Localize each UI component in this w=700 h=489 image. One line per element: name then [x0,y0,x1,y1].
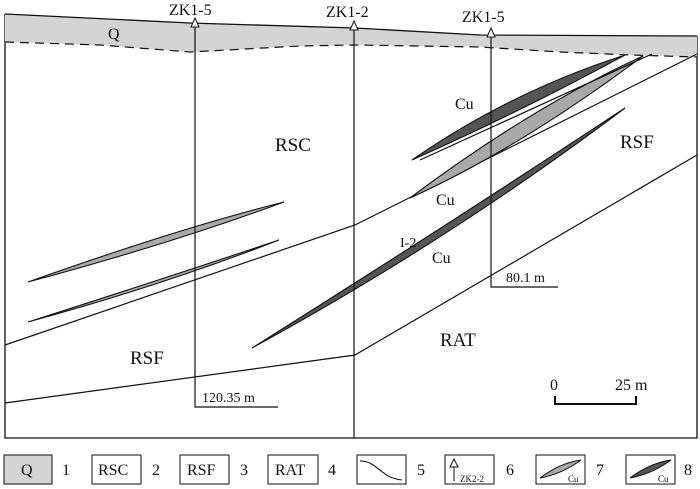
ore-label-main-id: I-2 [400,236,416,251]
svg-text:1: 1 [62,462,70,479]
svg-text:ZK2-2: ZK2-2 [460,474,484,484]
orebody-light-middle [409,55,644,199]
svg-text:7: 7 [596,462,604,479]
svg-text:Cu: Cu [568,474,579,484]
drillhole-label: ZK1-5 [169,2,212,19]
quaternary-layer [5,14,697,57]
legend-item-5-boundary: 5 [356,454,425,485]
legend-item-1: Q 1 [3,454,70,485]
svg-text:RSC: RSC [98,462,128,479]
svg-text:2: 2 [152,462,160,479]
section-frame [4,14,698,439]
drillhole-arrow-icon [349,19,359,31]
drillhole-label: ZK1-5 [462,9,505,26]
legend-item-6-drillhole: ZK2-2 6 [444,454,514,485]
svg-text:RSF: RSF [187,462,216,479]
svg-text:Cu: Cu [658,474,669,484]
orebody-dark-main [251,107,626,349]
unit-label-q: Q [108,26,120,43]
drillhole-zk1-2[interactable]: ZK1-2 [326,4,369,438]
drillhole-zk1-5-left[interactable]: ZK1-5 120.35 m [169,2,278,408]
drillhole-arrow-icon [190,16,200,28]
unit-label-rsc: RSC [275,135,311,156]
drillhole-label: ZK1-2 [326,4,369,21]
svg-text:4: 4 [328,462,336,479]
drillhole-arrow-icon [486,26,496,38]
ore-label-middle: Cu [436,192,455,209]
svg-text:Q: Q [21,462,33,479]
orebody-thin-upper-line [419,53,653,161]
legend-item-4: RAT 4 [267,454,336,485]
orebody-light-thin-left [27,239,280,323]
unit-label-rat: RAT [440,330,476,351]
drillhole-depth-label: 80.1 m [506,271,545,286]
orebody-dark-upper [411,54,626,161]
legend-item-2: RSC 2 [91,454,160,485]
legend-item-8-dark-ore: Cu 8 [625,454,692,485]
drillhole-zk1-5-right[interactable]: ZK1-5 80.1 m [462,9,558,288]
svg-text:RAT: RAT [275,462,305,479]
boundary-rsc-rsf [4,53,698,346]
ore-label-main-cu: Cu [432,250,451,267]
scale-bar-start: 0 [550,377,558,394]
drillhole-arrow-icon [449,457,459,468]
legend: Q 1 RSC 2 RSF 3 RAT 4 5 ZK2-2 6 [3,454,692,485]
scale-bar: 0 25 m [550,377,648,405]
ore-label-upper: Cu [455,96,474,113]
unit-label-rsf-lower: RSF [130,348,164,369]
unit-label-rsf-upper: RSF [620,132,654,153]
legend-item-7-light-ore: Cu 7 [535,454,604,485]
legend-item-3: RSF 3 [179,454,248,485]
svg-text:3: 3 [240,462,248,479]
orebody-light-left [27,201,285,283]
svg-text:8: 8 [684,462,692,479]
quaternary-base-dashed [4,41,698,58]
scale-bar-end: 25 m [615,377,648,394]
drillhole-depth-label: 120.35 m [202,391,255,406]
boundary-rsf-rat [4,154,698,404]
svg-text:6: 6 [506,462,514,479]
svg-text:5: 5 [417,462,425,479]
